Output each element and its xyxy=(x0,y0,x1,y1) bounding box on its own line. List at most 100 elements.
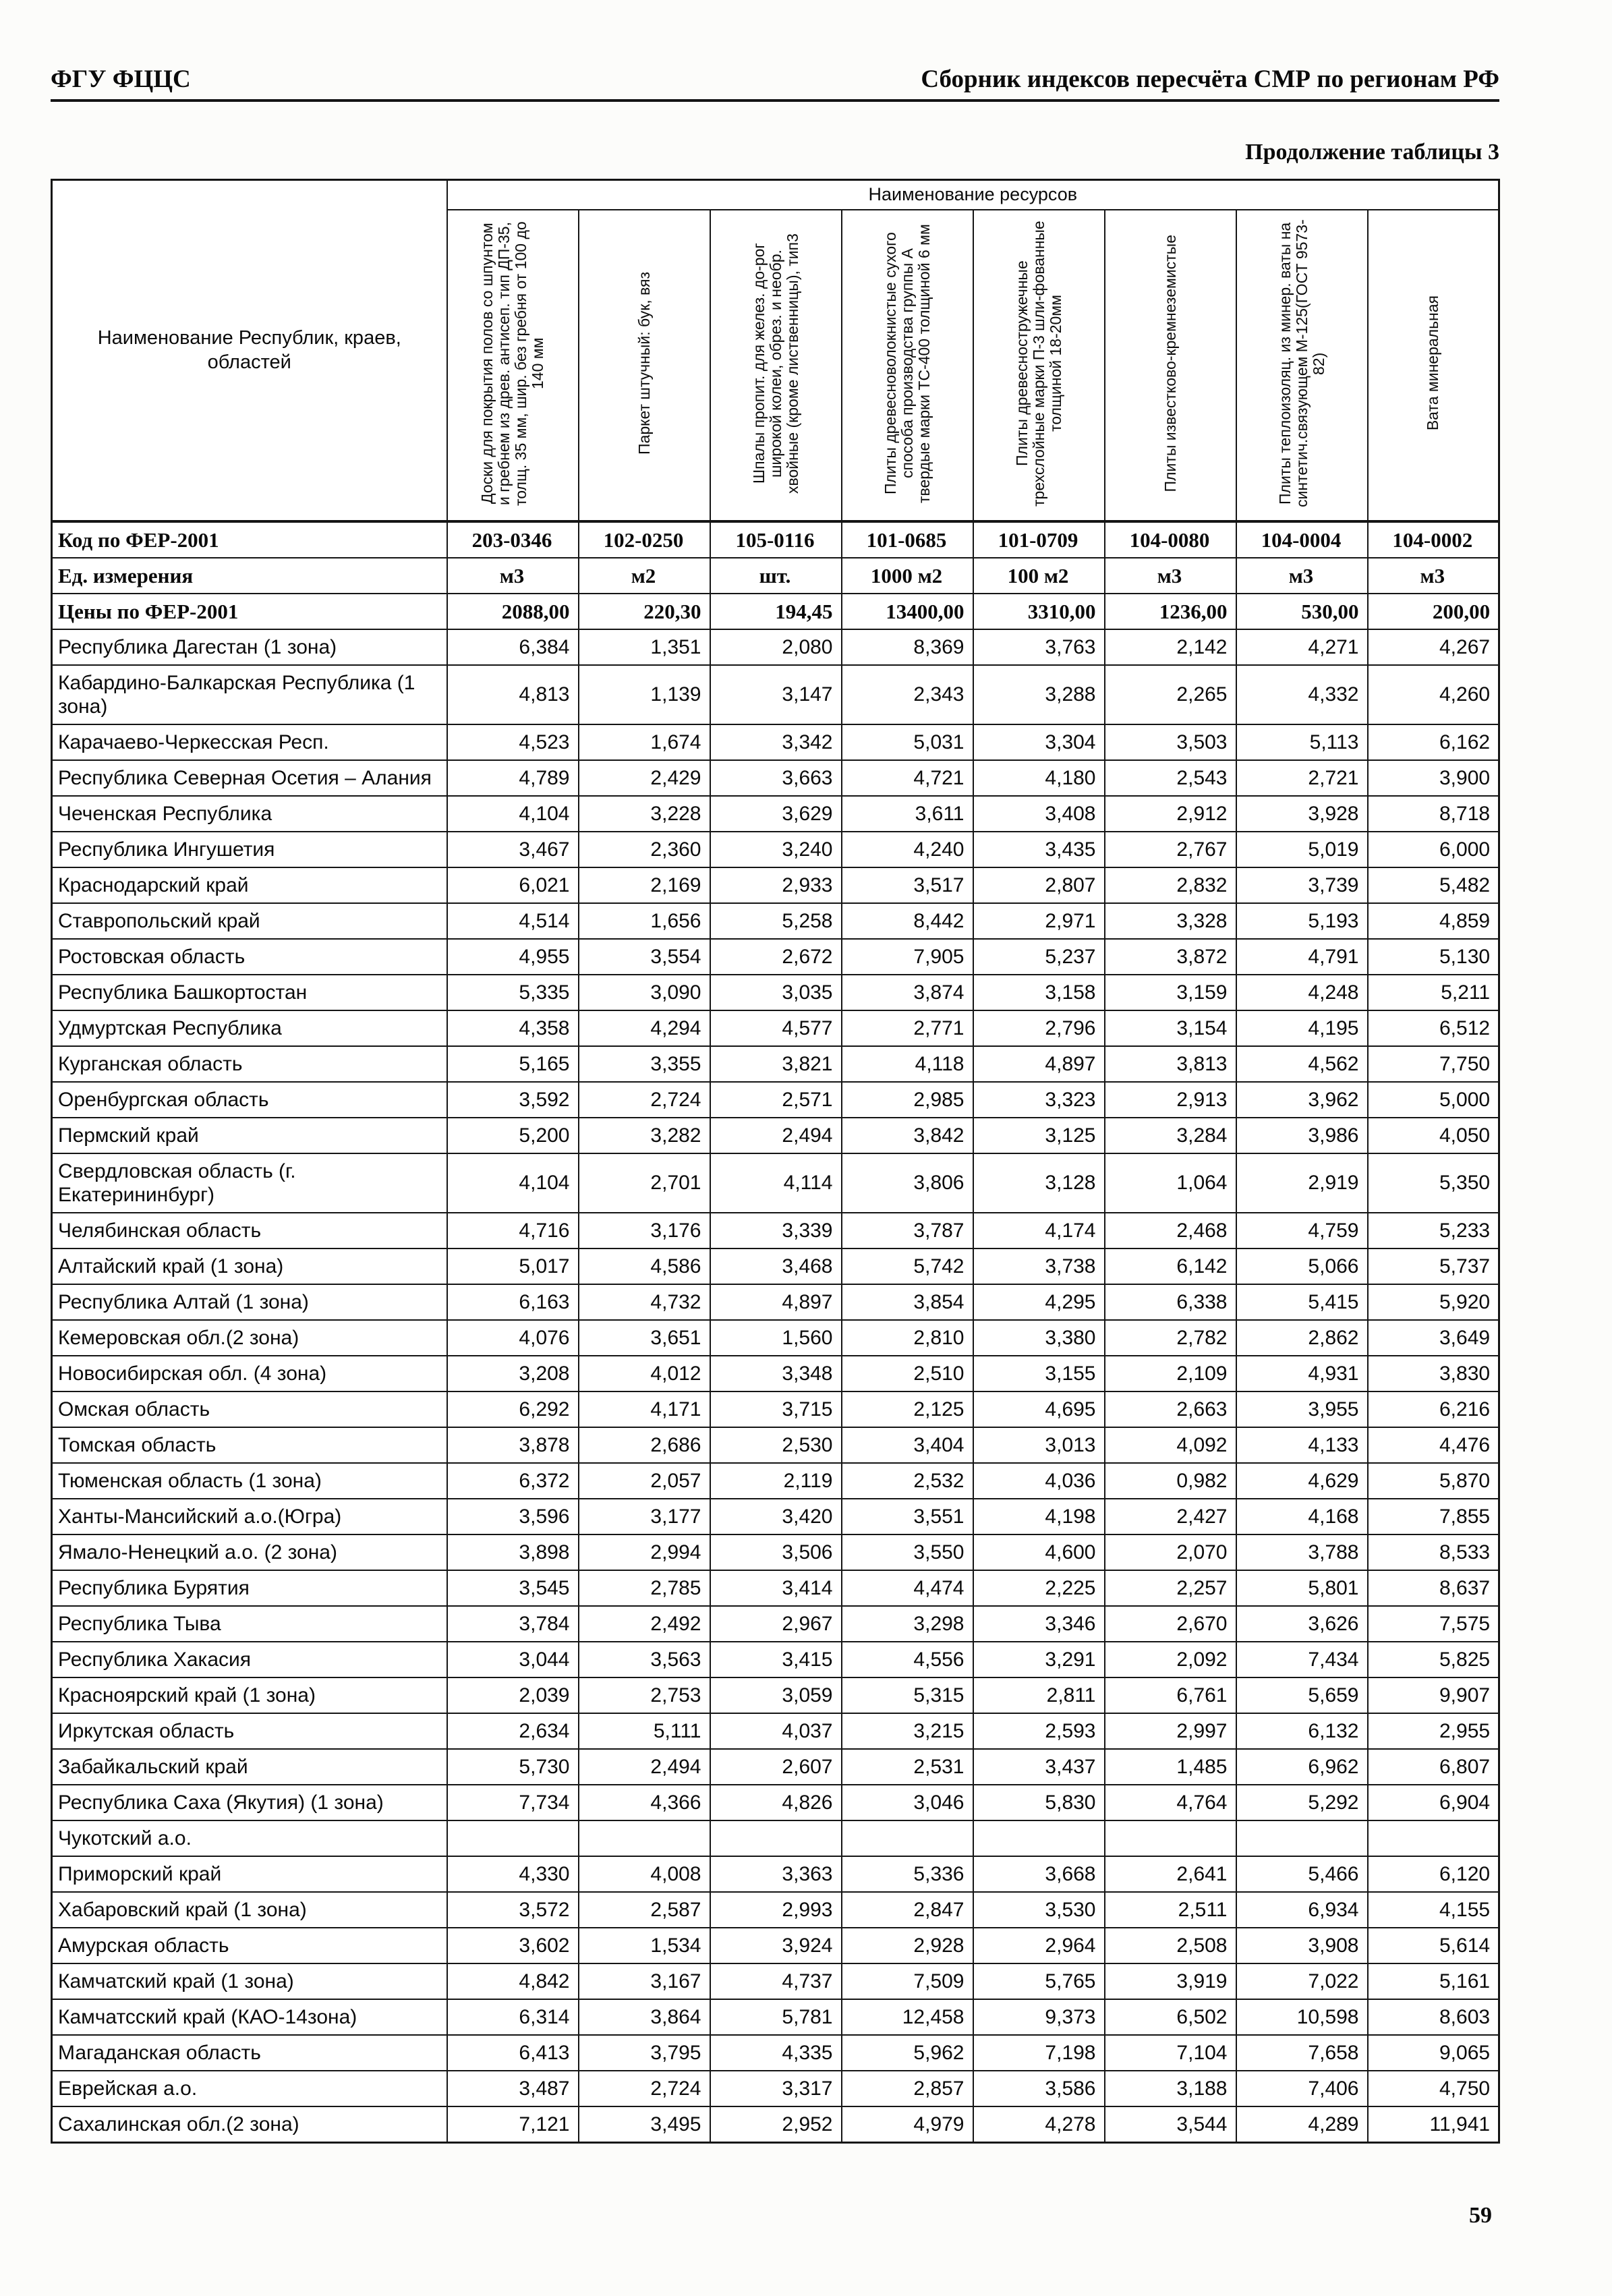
value-cell: 5,336 xyxy=(840,1855,974,1893)
region-name: Новосибирская обл. (4 зона) xyxy=(51,1354,448,1392)
value-cell: 3,602 xyxy=(446,1926,579,1964)
value-cell: 3,284 xyxy=(1103,1116,1237,1154)
meta-value-cell: м3 xyxy=(1103,556,1237,594)
value-cell: 3,795 xyxy=(577,2034,711,2071)
meta-value-cell: м3 xyxy=(446,556,579,594)
value-cell: 2,169 xyxy=(577,866,711,904)
region-name: Республика Башкортостан xyxy=(51,973,448,1011)
region-name: Республика Саха (Якутия) (1 зона) xyxy=(51,1783,448,1821)
meta-row-label: Ед. измерения xyxy=(51,556,448,594)
value-cell: 3,530 xyxy=(972,1891,1105,1928)
region-name: Забайкальский край xyxy=(51,1748,448,1785)
region-name: Ростовская область xyxy=(51,938,448,975)
value-cell: 3,517 xyxy=(840,866,974,904)
value-cell: 6,216 xyxy=(1366,1390,1500,1428)
value-cell: 3,035 xyxy=(709,973,842,1011)
value-cell: 3,788 xyxy=(1235,1533,1369,1571)
value-cell: 2,125 xyxy=(840,1390,974,1428)
value-cell: 3,154 xyxy=(1103,1009,1237,1047)
value-cell: 3,763 xyxy=(972,628,1105,666)
region-column-header: Наименование Республик, краев, областей xyxy=(51,179,448,522)
table-body: Код по ФЕР-2001 203-0346 102-0250 105-0116 1… xyxy=(51,520,1500,2143)
value-cell: 2,265 xyxy=(1103,664,1237,725)
value-cell: 2,468 xyxy=(1103,1211,1237,1249)
meta-value-cell: 104-0080 xyxy=(1103,520,1237,558)
value-cell: 2,785 xyxy=(577,1569,711,1607)
value-cell xyxy=(1366,1819,1500,1857)
value-cell: 5,830 xyxy=(972,1783,1105,1821)
table-row: Алтайский край (1 зона) 5,017 4,586 3,468 5,… xyxy=(51,1247,1500,1285)
value-cell: 3,487 xyxy=(446,2069,579,2107)
region-name: Томская область xyxy=(51,1426,448,1464)
value-cell: 4,104 xyxy=(446,1152,579,1213)
value-cell: 8,369 xyxy=(840,628,974,666)
value-cell: 3,663 xyxy=(709,759,842,797)
value-cell xyxy=(1235,1819,1369,1857)
value-cell: 3,551 xyxy=(840,1497,974,1535)
value-cell: 3,715 xyxy=(709,1390,842,1428)
value-cell: 4,789 xyxy=(446,759,579,797)
value-cell: 6,413 xyxy=(446,2034,579,2071)
meta-value-cell: 194,45 xyxy=(709,592,842,630)
value-cell: 7,734 xyxy=(446,1783,579,1821)
value-cell: 3,155 xyxy=(972,1354,1105,1392)
value-cell: 3,649 xyxy=(1366,1319,1500,1356)
resource-column-header: Доски для покрытия полов со шпунтом и гр… xyxy=(446,208,579,522)
meta-row: Код по ФЕР-2001 203-0346 102-0250 105-0116 1… xyxy=(51,520,1500,558)
value-cell: 2,587 xyxy=(577,1891,711,1928)
value-cell: 5,200 xyxy=(446,1116,579,1154)
value-cell: 7,905 xyxy=(840,938,974,975)
value-cell: 3,611 xyxy=(840,795,974,832)
meta-value-cell: 104-0002 xyxy=(1366,520,1500,558)
resource-columns-row: Доски для покрытия полов со шпунтом и гр… xyxy=(52,208,1500,522)
value-cell: 4,931 xyxy=(1235,1354,1369,1392)
value-cell: 4,750 xyxy=(1366,2069,1500,2107)
table-row: Республика Северная Осетия – Алания 4,789… xyxy=(51,759,1500,797)
value-cell: 7,406 xyxy=(1235,2069,1369,2107)
value-cell: 5,870 xyxy=(1366,1462,1500,1499)
value-cell: 4,577 xyxy=(709,1009,842,1047)
value-cell: 4,813 xyxy=(446,664,579,725)
value-cell: 2,057 xyxy=(577,1462,711,1499)
value-cell: 4,198 xyxy=(972,1497,1105,1535)
value-cell: 3,013 xyxy=(972,1426,1105,1464)
table-row: Красноярский край (1 зона) 2,039 2,753 3,05… xyxy=(51,1676,1500,1714)
value-cell: 2,810 xyxy=(840,1319,974,1356)
value-cell: 7,575 xyxy=(1366,1605,1500,1642)
value-cell: 3,408 xyxy=(972,795,1105,832)
value-cell: 6,962 xyxy=(1235,1748,1369,1785)
value-cell: 3,435 xyxy=(972,830,1105,868)
index-table: Наименование Республик, краев, областей … xyxy=(51,179,1501,2144)
value-cell: 3,503 xyxy=(1103,723,1237,761)
value-cell: 2,862 xyxy=(1235,1319,1369,1356)
header-left: ФГУ ФЦЦС xyxy=(51,65,191,93)
value-cell: 7,121 xyxy=(446,2105,579,2143)
value-cell: 4,267 xyxy=(1366,628,1500,666)
value-cell: 5,019 xyxy=(1235,830,1369,868)
meta-row-label: Цены по ФЕР-2001 xyxy=(51,592,448,630)
value-cell: 3,090 xyxy=(577,973,711,1011)
meta-value-cell: м2 xyxy=(577,556,711,594)
value-cell: 3,962 xyxy=(1235,1081,1369,1118)
value-cell: 9,373 xyxy=(972,1998,1105,2036)
table-row: Кемеровская обл.(2 зона) 4,076 3,651 1,560 2… xyxy=(51,1319,1500,1356)
table-row: Оренбургская область 3,592 2,724 2,571 2,985… xyxy=(51,1081,1500,1118)
value-cell: 5,193 xyxy=(1235,902,1369,940)
value-cell: 4,076 xyxy=(446,1319,579,1356)
value-cell: 2,771 xyxy=(840,1009,974,1047)
value-cell: 4,523 xyxy=(446,723,579,761)
value-cell: 6,904 xyxy=(1366,1783,1500,1821)
value-cell: 5,415 xyxy=(1235,1283,1369,1321)
value-cell: 11,941 xyxy=(1366,2105,1500,2143)
value-cell: 6,000 xyxy=(1366,830,1500,868)
region-name: Республика Тыва xyxy=(51,1605,448,1642)
value-cell: 6,338 xyxy=(1103,1283,1237,1321)
table-row: Камчатсский край (КАО-14зона) 6,314 3,864 5… xyxy=(51,1998,1500,2036)
value-cell: 3,596 xyxy=(446,1497,579,1535)
resource-column-header: Плиты древесностружечные трехслойные мар… xyxy=(972,208,1105,522)
value-cell: 8,718 xyxy=(1366,795,1500,832)
value-cell: 4,759 xyxy=(1235,1211,1369,1249)
value-cell: 4,358 xyxy=(446,1009,579,1047)
value-cell: 3,348 xyxy=(709,1354,842,1392)
value-cell: 6,292 xyxy=(446,1390,579,1428)
